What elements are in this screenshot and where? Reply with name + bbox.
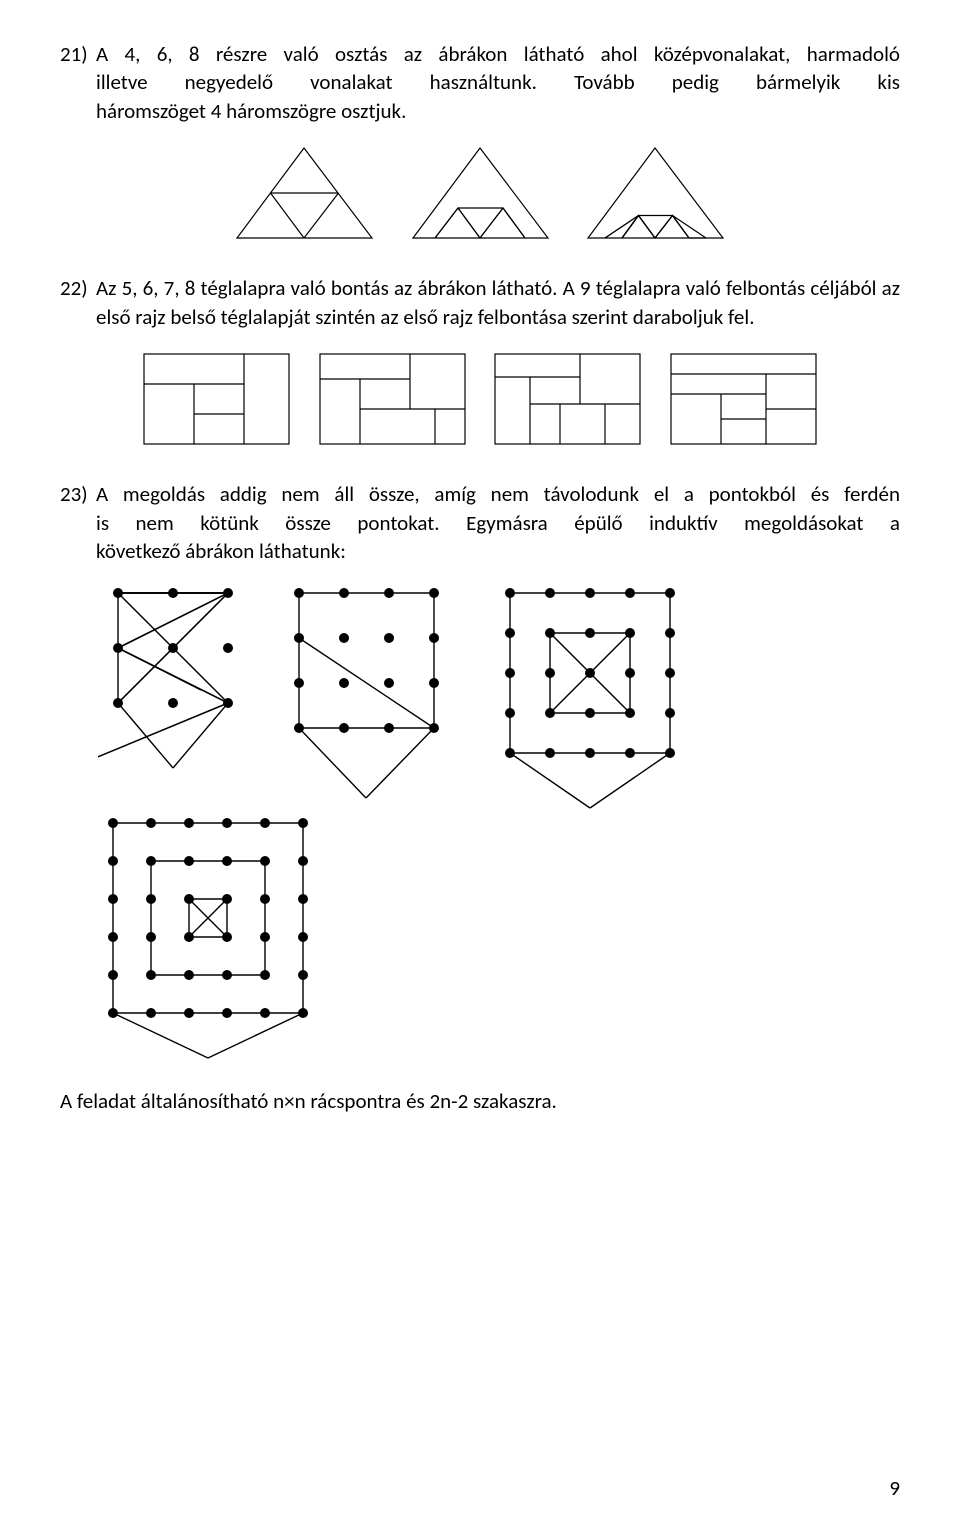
item-22-body: 22)Az 5, 6, 7, 8 téglalapra való bontás … <box>60 274 900 331</box>
item-23-num: 23) <box>60 480 96 508</box>
item-21-line2b: háromszöget 4 háromszögre osztjuk. <box>60 97 900 125</box>
item-21-line1: A 4, 6, 8 részre való osztás az ábrákon … <box>96 41 900 67</box>
triangle-6 <box>403 143 558 243</box>
item-21-line1-wrap: 21)A 4, 6, 8 részre való osztás az ábrák… <box>60 40 900 68</box>
item-22: 22)Az 5, 6, 7, 8 téglalapra való bontás … <box>60 274 900 331</box>
item-23-line2a: is nem kötünk össze pontokat. Egymásra é… <box>60 509 900 537</box>
triangle-8 <box>578 143 733 243</box>
closing-sentence: A feladat általánosítható n×n rácspontra… <box>60 1087 900 1115</box>
dots-5x5 <box>495 583 705 813</box>
figure-rectangles <box>60 349 900 456</box>
item-22-text: Az 5, 6, 7, 8 téglalapra való bontás az … <box>96 275 900 329</box>
figure-triangles <box>60 143 900 250</box>
figure-dot-grids <box>60 583 900 1063</box>
rect-7 <box>490 349 645 449</box>
rect-8 <box>666 349 821 449</box>
page-number: 9 <box>889 1474 900 1502</box>
document-page: 21)A 4, 6, 8 részre való osztás az ábrák… <box>0 0 960 1532</box>
triangle-4 <box>227 143 382 243</box>
item-22-num: 22) <box>60 274 96 302</box>
item-23-line1-wrap: 23)A megoldás addig nem áll össze, amíg … <box>60 480 900 508</box>
dots-3x3 <box>98 583 263 783</box>
rect-5 <box>139 349 294 449</box>
item-23: 23)A megoldás addig nem áll össze, amíg … <box>60 480 900 565</box>
item-23-line2b: következő ábrákon láthatunk: <box>60 537 900 565</box>
item-23-line1: A megoldás addig nem áll össze, amíg nem… <box>96 481 900 507</box>
item-21: 21)A 4, 6, 8 részre való osztás az ábrák… <box>60 40 900 125</box>
dots-6x6 <box>98 813 338 1063</box>
dots-4x4 <box>284 583 474 813</box>
item-21-line2a: illetve negyedelő vonalakat használtunk.… <box>60 68 900 96</box>
item-21-num: 21) <box>60 40 96 68</box>
rect-6 <box>315 349 470 449</box>
